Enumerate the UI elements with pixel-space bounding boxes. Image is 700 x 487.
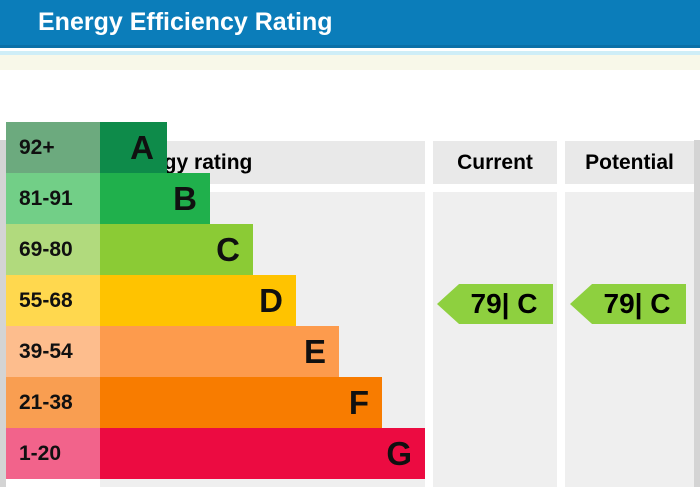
band-d-score-range: 55-68 (6, 275, 100, 326)
band-e-bar: E (100, 326, 339, 377)
band-a-score-range: 92+ (6, 122, 100, 173)
epc-table: Score Energy rating Current Potential 79… (0, 70, 700, 487)
divider-strip-cream (0, 55, 700, 70)
column-header-potential: Potential (565, 141, 694, 184)
band-c-score-range: 69-80 (6, 224, 100, 275)
chart-title-bar: Energy Efficiency Rating (0, 0, 700, 48)
current-column-background (433, 192, 557, 487)
table-border-right (694, 140, 700, 487)
chart-title: Energy Efficiency Rating (38, 8, 333, 36)
band-g-bar: G (100, 428, 425, 479)
band-a-bar: A (100, 122, 167, 173)
band-f-score-range: 21-38 (6, 377, 100, 428)
band-b-score-range: 81-91 (6, 173, 100, 224)
band-d-bar: D (100, 275, 296, 326)
divider-strip-cyan (0, 51, 700, 55)
potential-column-background (565, 192, 694, 487)
band-e-score-range: 39-54 (6, 326, 100, 377)
band-c-bar: C (100, 224, 253, 275)
potential-rating-arrow: 79| C (570, 284, 686, 324)
band-b-bar: B (100, 173, 210, 224)
band-f-bar: F (100, 377, 382, 428)
column-header-current: Current (433, 141, 557, 184)
band-g-score-range: 1-20 (6, 428, 100, 479)
table-border-left (0, 140, 6, 487)
current-rating-arrow: 79| C (437, 284, 553, 324)
